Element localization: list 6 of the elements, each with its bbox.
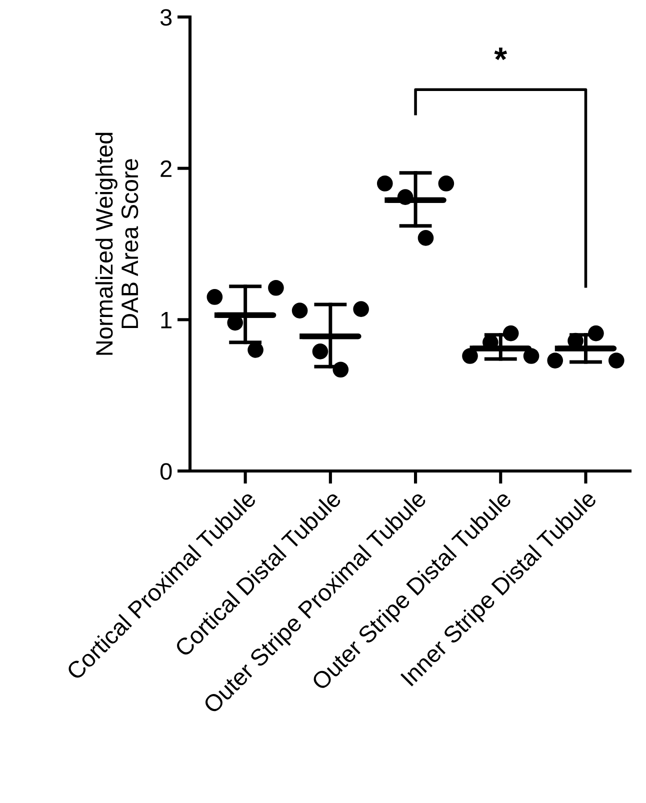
y-tick-label: 1 xyxy=(161,312,172,328)
y-axis-title: Normalized Weighted DAB Area Score xyxy=(95,132,138,355)
annotation: * xyxy=(494,48,508,60)
y-tick-label: 2 xyxy=(160,160,172,177)
y-tick-label: 3 xyxy=(160,9,172,26)
y-tick-label: 0 xyxy=(160,463,172,480)
